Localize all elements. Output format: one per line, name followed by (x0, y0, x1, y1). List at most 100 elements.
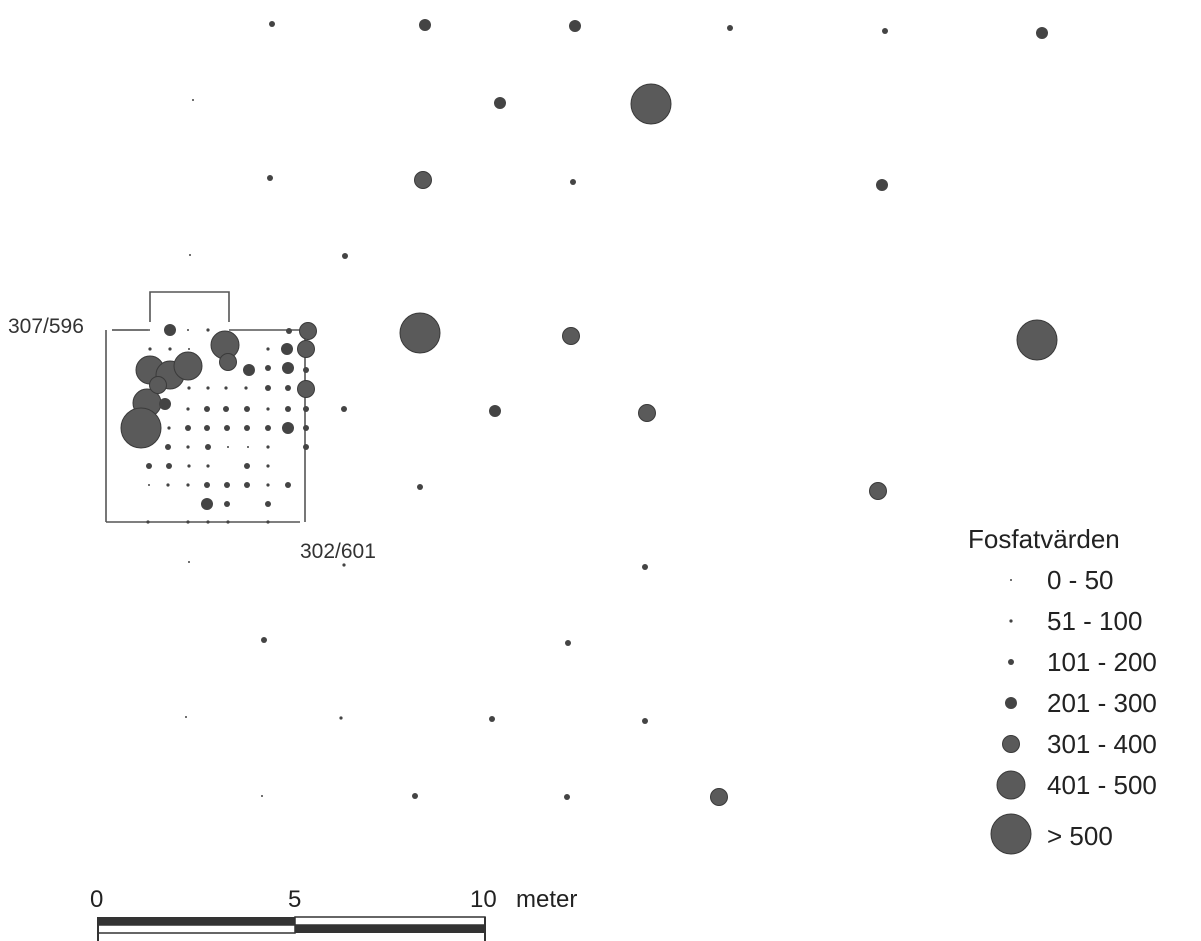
legend-symbol (1010, 579, 1012, 581)
sample-point (204, 425, 210, 431)
sample-point (282, 422, 294, 434)
scale-segment-top-left (98, 917, 295, 925)
sample-point (417, 484, 423, 490)
sample-point (185, 425, 191, 431)
sample-point (205, 444, 211, 450)
sample-point (265, 425, 271, 431)
sample-point (570, 179, 576, 185)
sample-point (164, 324, 176, 336)
sample-point (206, 386, 210, 390)
scale-segment-top-right (294, 916, 486, 926)
legend-symbol (990, 813, 1032, 855)
sample-point (187, 464, 191, 468)
sample-point (564, 794, 570, 800)
sample-point (638, 404, 656, 422)
legend-class-label: 401 - 500 (1047, 770, 1157, 800)
sample-point (206, 464, 210, 468)
sample-point (341, 406, 347, 412)
sample-point (303, 406, 309, 412)
sample-point (562, 327, 580, 345)
legend-title: Fosfatvärden (968, 524, 1120, 554)
sample-point (1016, 319, 1058, 361)
sample-point (266, 483, 270, 487)
sample-point (297, 340, 315, 358)
sample-point (173, 351, 203, 381)
sample-point (489, 716, 495, 722)
sample-point (166, 483, 170, 487)
sample-point (186, 483, 190, 487)
scale-segment-bottom-right (295, 925, 485, 933)
sample-point (266, 520, 270, 524)
sample-point (146, 463, 152, 469)
sample-point (243, 364, 255, 376)
sample-point (165, 444, 171, 450)
sample-point (186, 407, 190, 411)
sample-point (285, 482, 291, 488)
scale-tick-label: 5 (288, 886, 301, 913)
sample-point (224, 501, 230, 507)
sample-point (1036, 27, 1048, 39)
sample-point (869, 482, 887, 500)
sample-point (412, 793, 418, 799)
sample-point (149, 376, 167, 394)
sample-point (882, 28, 888, 34)
sample-point (267, 175, 273, 181)
sample-point (266, 347, 270, 351)
sample-point (261, 795, 263, 797)
sample-point (286, 328, 292, 334)
sample-point (244, 482, 250, 488)
sample-point (244, 425, 250, 431)
scale-tick-label: 10 (470, 886, 497, 913)
sample-point (167, 426, 171, 430)
sample-point (494, 97, 506, 109)
legend-class-label: 51 - 100 (1047, 606, 1142, 636)
sample-point (565, 640, 571, 646)
sample-point (223, 406, 229, 412)
sample-point (265, 385, 271, 391)
scale-bar: 0 5 10 meter (90, 886, 577, 941)
sample-point (266, 407, 270, 411)
sample-point (266, 445, 270, 449)
sample-point (247, 446, 249, 448)
sample-point (285, 406, 291, 412)
scale-unit-label: meter (516, 886, 577, 913)
legend: Fosfatvärden 0 - 50 51 - 100 101 - 200 2… (968, 524, 1157, 855)
sample-point (265, 365, 271, 371)
sample-point (642, 718, 648, 724)
sample-point (244, 386, 248, 390)
sample-point (244, 463, 250, 469)
sample-point (342, 563, 346, 567)
sample-point (206, 520, 210, 524)
sample-point (339, 716, 343, 720)
sample-point (201, 498, 213, 510)
sample-point (148, 484, 150, 486)
sample-point (303, 425, 309, 431)
sample-point (642, 564, 648, 570)
corner-label-southeast: 302/601 (300, 540, 376, 563)
sample-point (265, 501, 271, 507)
legend-symbol (996, 770, 1026, 800)
sample-point (159, 398, 171, 410)
sample-point (303, 367, 309, 373)
sample-point (206, 328, 210, 332)
legend-symbol (1005, 697, 1017, 709)
scale-tick-label: 0 (90, 886, 103, 913)
sample-point (299, 322, 317, 340)
legend-class-label: 101 - 200 (1047, 647, 1157, 677)
sample-point (148, 347, 152, 351)
sample-point (303, 444, 309, 450)
sample-point (710, 788, 728, 806)
sample-point (281, 343, 293, 355)
sample-point (187, 386, 191, 390)
sample-point (269, 21, 275, 27)
sample-point (282, 362, 294, 374)
sample-point (399, 312, 441, 354)
sample-point (342, 253, 348, 259)
sample-point (168, 347, 172, 351)
legend-symbol (1008, 659, 1014, 665)
sample-point (186, 520, 190, 524)
sample-point (192, 99, 194, 101)
legend-symbols (990, 579, 1032, 855)
sample-point (166, 463, 172, 469)
